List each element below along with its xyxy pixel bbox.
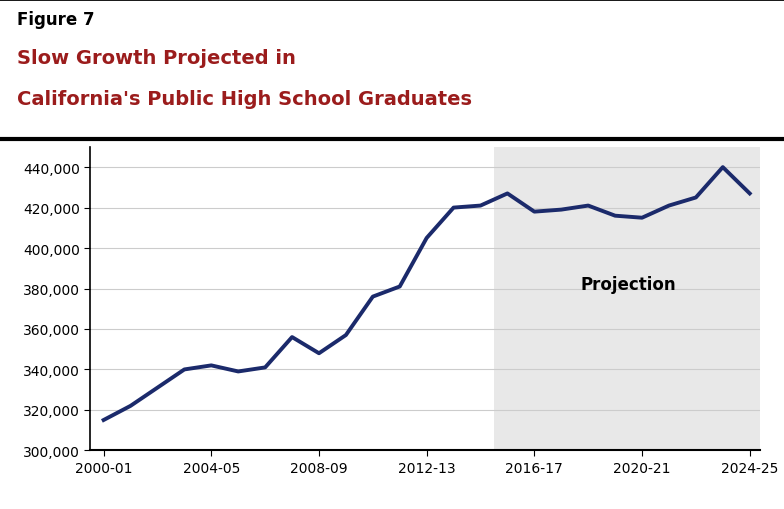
Text: Slow Growth Projected in: Slow Growth Projected in — [17, 49, 296, 68]
Text: California's Public High School Graduates: California's Public High School Graduate… — [17, 90, 472, 108]
Text: Projection: Projection — [581, 276, 677, 294]
Text: Figure 7: Figure 7 — [17, 11, 95, 29]
Bar — [494, 148, 760, 450]
